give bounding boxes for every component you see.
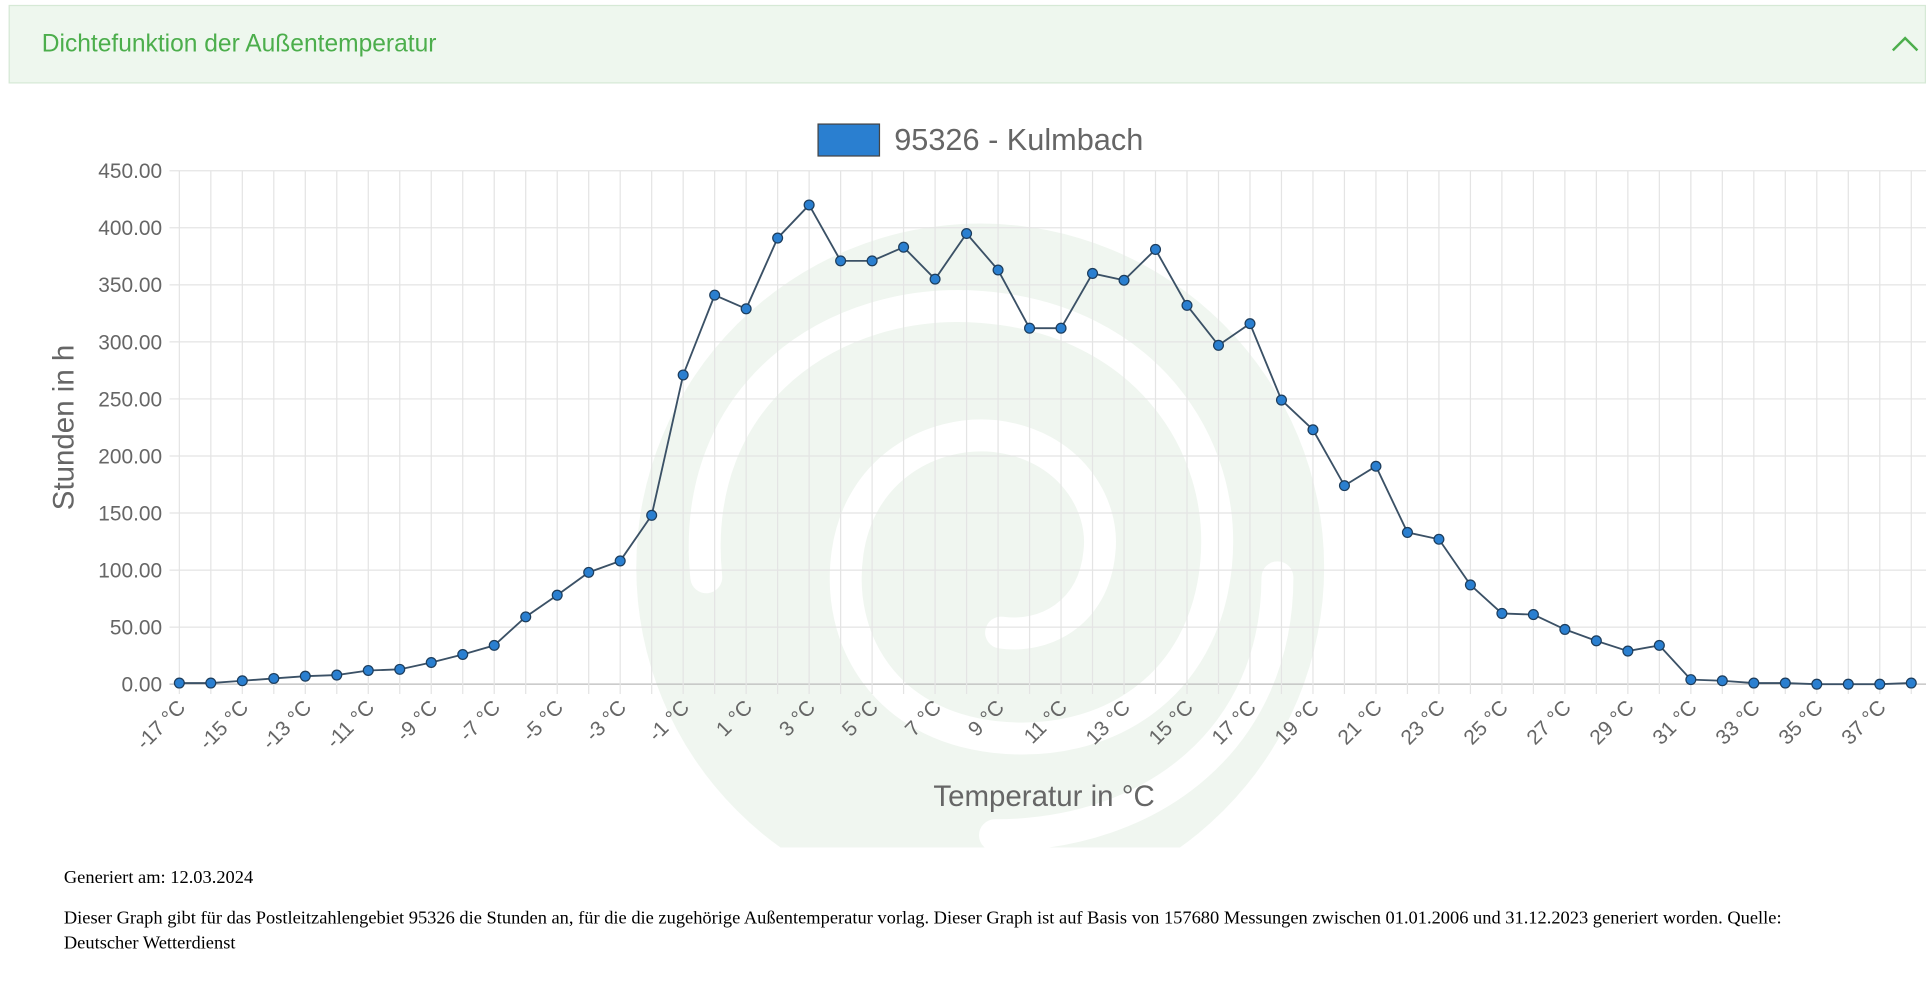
watermark xyxy=(636,224,1324,848)
x-tick-label: -13 °C xyxy=(258,696,316,754)
data-point xyxy=(1308,425,1318,435)
x-tick-label: -9 °C xyxy=(392,696,442,746)
x-tick-label: 35 °C xyxy=(1774,696,1827,749)
y-tick-label: 100.00 xyxy=(98,559,162,582)
data-point xyxy=(395,664,405,674)
data-point xyxy=(1214,340,1224,350)
x-tick-label: 33 °C xyxy=(1711,696,1764,749)
x-tick-label: 37 °C xyxy=(1837,696,1890,749)
data-point xyxy=(1686,675,1696,685)
data-point xyxy=(741,304,751,314)
x-tick-label: 27 °C xyxy=(1522,696,1575,749)
data-point xyxy=(836,256,846,266)
y-tick-label: 250.00 xyxy=(98,388,162,411)
data-point xyxy=(647,510,657,520)
data-point xyxy=(1623,646,1633,656)
chart: 0.00 50.00 100.00 150.00 200.00 250.00 300.00 3… xyxy=(0,86,1926,848)
y-axis-title: Stunden in h xyxy=(48,345,81,511)
x-tick-label: -11 °C xyxy=(322,696,379,753)
x-tick-label: -3 °C xyxy=(581,696,631,746)
data-point xyxy=(615,556,625,566)
data-point xyxy=(332,670,342,680)
legend-label: 95326 - Kulmbach xyxy=(894,122,1143,157)
data-point xyxy=(458,650,468,660)
data-point xyxy=(1434,534,1444,544)
x-tick-label: 21 °C xyxy=(1333,696,1386,749)
data-point xyxy=(1340,481,1350,491)
data-point xyxy=(1717,676,1727,686)
data-point xyxy=(1812,679,1822,689)
x-tick-label: 25 °C xyxy=(1459,696,1512,749)
data-point xyxy=(1843,679,1853,689)
data-point xyxy=(1560,624,1570,634)
data-point xyxy=(1591,636,1601,646)
data-point xyxy=(1088,269,1098,279)
data-point xyxy=(804,200,814,210)
y-tick-label: 150.00 xyxy=(98,502,162,525)
data-point xyxy=(1654,640,1664,650)
panel-title: Dichtefunktion der Außentemperatur xyxy=(42,31,437,59)
data-point xyxy=(1875,679,1885,689)
data-point xyxy=(521,612,531,622)
data-point xyxy=(426,658,436,668)
x-tick-label: 29 °C xyxy=(1585,696,1638,749)
data-point xyxy=(867,256,877,266)
stage: Dichtefunktion der Außentemperatur 0.00 5… xyxy=(0,0,1926,992)
data-point xyxy=(584,567,594,577)
page: {"header": {"title": "Dichtefunktion der… xyxy=(0,0,1926,993)
data-point xyxy=(300,671,310,681)
data-point xyxy=(206,678,216,688)
data-point xyxy=(363,666,373,676)
data-point xyxy=(993,265,1003,275)
data-point xyxy=(1749,678,1759,688)
data-point xyxy=(1780,678,1790,688)
data-point xyxy=(962,229,972,239)
x-tick-label: -17 °C xyxy=(132,696,190,754)
collapse-icon[interactable] xyxy=(1890,33,1919,53)
data-point xyxy=(1277,395,1287,405)
data-point xyxy=(899,242,909,252)
data-point xyxy=(1025,323,1035,333)
x-tick-label: -5 °C xyxy=(518,696,568,746)
data-point xyxy=(1906,678,1916,688)
x-tick-label: 23 °C xyxy=(1396,696,1449,749)
data-point xyxy=(237,676,247,686)
data-point xyxy=(1245,319,1255,329)
data-point xyxy=(930,274,940,284)
data-point xyxy=(1119,275,1129,285)
data-point xyxy=(1528,610,1538,620)
y-tick-label: 50.00 xyxy=(110,616,162,639)
x-tick-label: -7 °C xyxy=(455,696,505,746)
data-point xyxy=(1056,323,1066,333)
y-tick-label: 300.00 xyxy=(98,331,162,354)
x-axis-title: Temperatur in °C xyxy=(933,780,1154,813)
data-point xyxy=(678,370,688,380)
legend-swatch xyxy=(818,124,879,156)
x-tick-label: 31 °C xyxy=(1648,696,1701,749)
y-tick-label: 350.00 xyxy=(98,274,162,297)
data-point xyxy=(710,290,720,300)
data-point xyxy=(174,678,184,688)
data-point xyxy=(1151,245,1161,255)
x-tick-label: -15 °C xyxy=(195,696,253,754)
data-point xyxy=(489,640,499,650)
y-tick-label: 0.00 xyxy=(121,674,162,697)
data-point xyxy=(1182,300,1192,310)
description: Dieser Graph gibt für das Postleitzahlen… xyxy=(64,907,1857,956)
generated-date: Generiert am: 12.03.2024 xyxy=(64,868,253,889)
data-point xyxy=(552,590,562,600)
y-tick-label: 200.00 xyxy=(98,445,162,468)
data-point xyxy=(269,674,279,684)
data-point xyxy=(1371,461,1381,471)
data-point xyxy=(1465,580,1475,590)
panel-header[interactable]: Dichtefunktion der Außentemperatur xyxy=(9,5,1926,84)
data-point xyxy=(773,233,783,243)
data-point xyxy=(1403,528,1413,538)
y-tick-label: 450.00 xyxy=(98,160,162,183)
data-point xyxy=(1497,609,1507,619)
y-tick-label: 400.00 xyxy=(98,217,162,240)
